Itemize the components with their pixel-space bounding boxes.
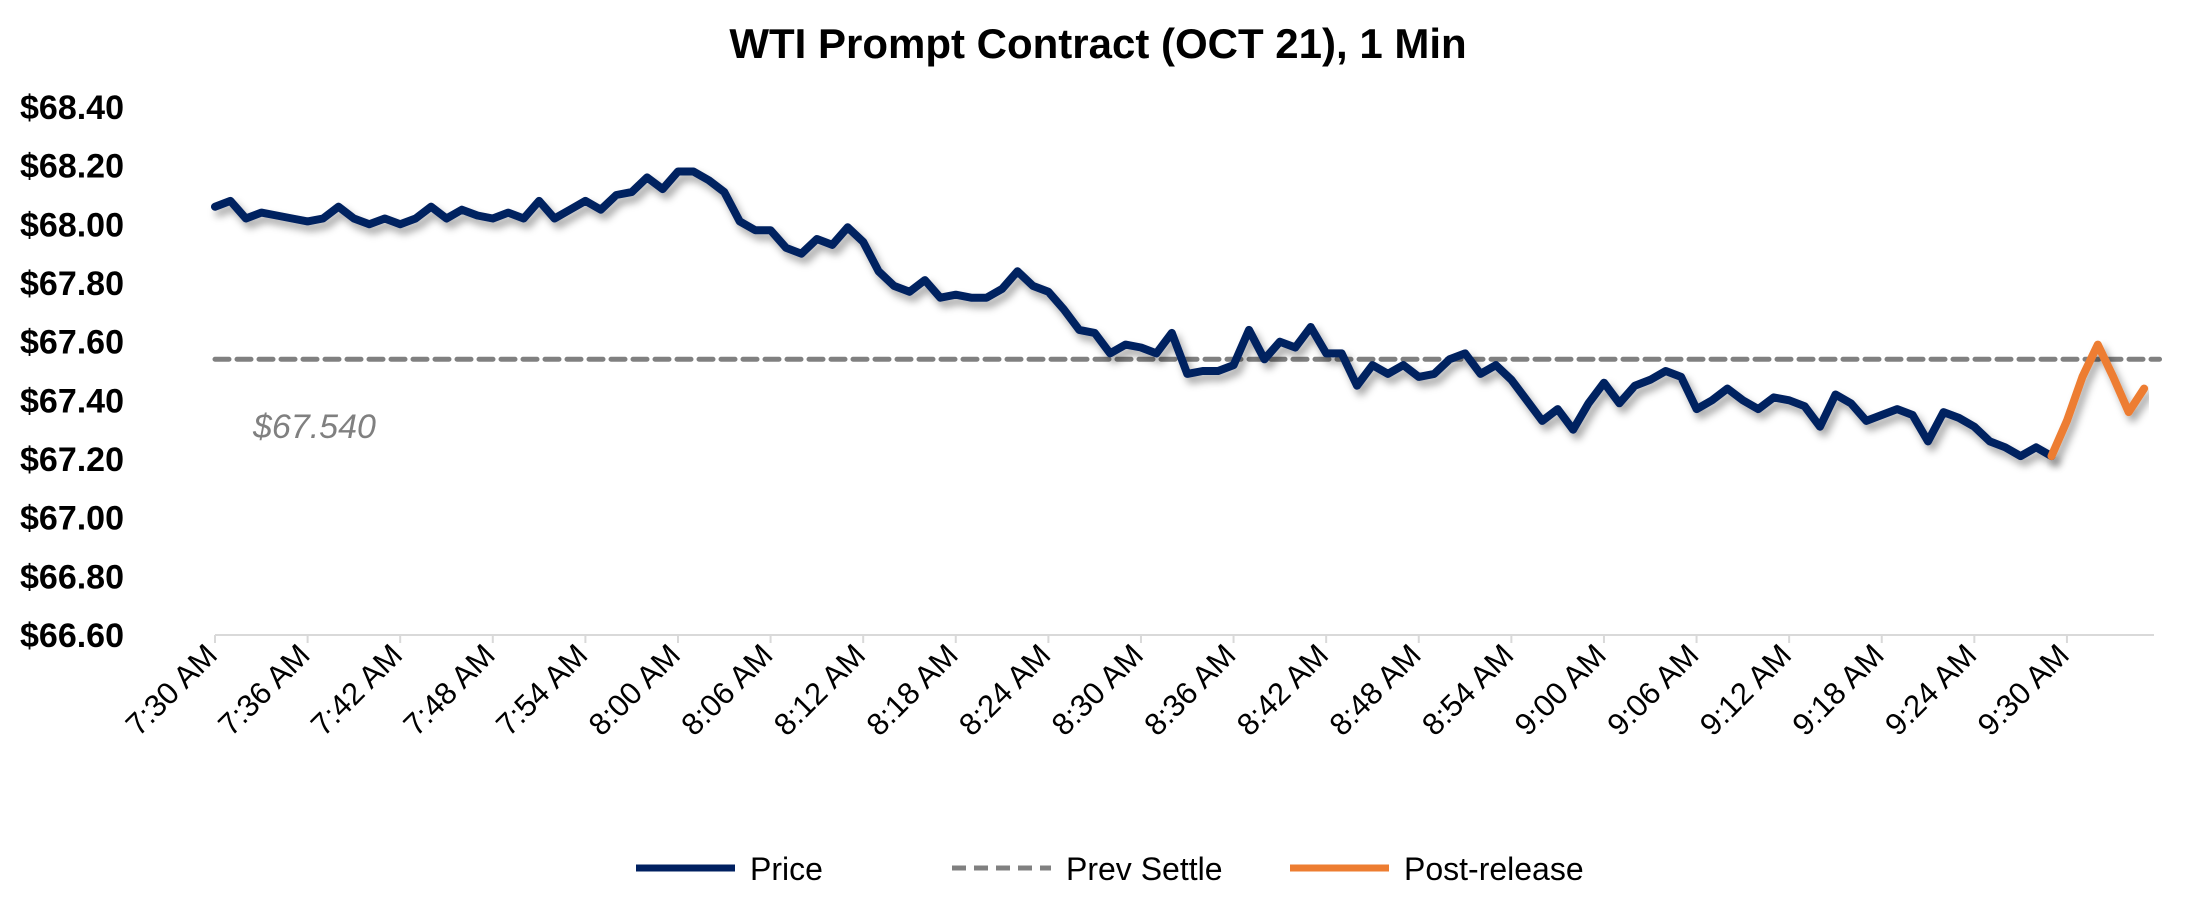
chart-title: WTI Prompt Contract (OCT 21), 1 Min xyxy=(729,20,1466,67)
x-tick-label: 9:00 AM xyxy=(1508,637,1613,742)
post-release-line xyxy=(2047,340,2149,461)
x-tick-label: 8:06 AM xyxy=(674,637,779,742)
y-tick-label: $66.80 xyxy=(20,558,124,596)
x-tick-label: 8:48 AM xyxy=(1323,637,1428,742)
x-tick-label: 8:18 AM xyxy=(860,637,965,742)
y-tick-label: $67.60 xyxy=(20,324,124,362)
x-tick-label: 8:36 AM xyxy=(1137,637,1242,742)
x-tick-label: 8:24 AM xyxy=(952,637,1057,742)
x-tick-label: 7:54 AM xyxy=(489,637,594,742)
x-tick-label: 8:30 AM xyxy=(1045,637,1150,742)
x-tick-label: 8:42 AM xyxy=(1230,637,1335,742)
y-axis: $68.40 $68.20 $68.00 $67.80 $67.60 $67.40 $67.… xyxy=(20,89,124,655)
x-tick-label: 8:54 AM xyxy=(1415,637,1520,742)
x-tick-label: 9:06 AM xyxy=(1600,637,1705,742)
y-tick-label: $68.00 xyxy=(20,206,124,244)
x-tick-label: 7:30 AM xyxy=(119,637,224,742)
y-tick-label: $67.00 xyxy=(20,500,124,538)
prev-settle-annotation: $67.540 xyxy=(252,408,376,446)
x-tick-label: 7:42 AM xyxy=(304,637,409,742)
y-tick-label: $68.20 xyxy=(20,148,124,186)
x-axis: 7:30 AM7:36 AM7:42 AM7:48 AM7:54 AM8:00 … xyxy=(119,635,2076,742)
x-tick-label: 8:12 AM xyxy=(767,637,872,742)
price-line xyxy=(211,167,2056,461)
y-tick-label: $67.20 xyxy=(20,441,124,479)
x-tick-label: 9:12 AM xyxy=(1693,637,1798,742)
plot-area xyxy=(211,167,2163,461)
y-tick-label: $66.60 xyxy=(20,617,124,655)
legend-label-prev-settle: Prev Settle xyxy=(1066,851,1223,887)
y-tick-label: $67.40 xyxy=(20,382,124,420)
legend-label-price: Price xyxy=(750,851,823,887)
x-tick-label: 9:30 AM xyxy=(1971,637,2076,742)
y-tick-label: $67.80 xyxy=(20,265,124,303)
x-tick-label: 9:18 AM xyxy=(1786,637,1891,742)
x-tick-label: 7:36 AM xyxy=(211,637,316,742)
y-tick-label: $68.40 xyxy=(20,89,124,127)
legend: Price Prev Settle Post-release xyxy=(636,851,1584,887)
x-tick-label: 7:48 AM xyxy=(397,637,502,742)
x-tick-label: 8:00 AM xyxy=(582,637,687,742)
legend-label-post-release: Post-release xyxy=(1404,851,1584,887)
x-tick-label: 9:24 AM xyxy=(1878,637,1983,742)
